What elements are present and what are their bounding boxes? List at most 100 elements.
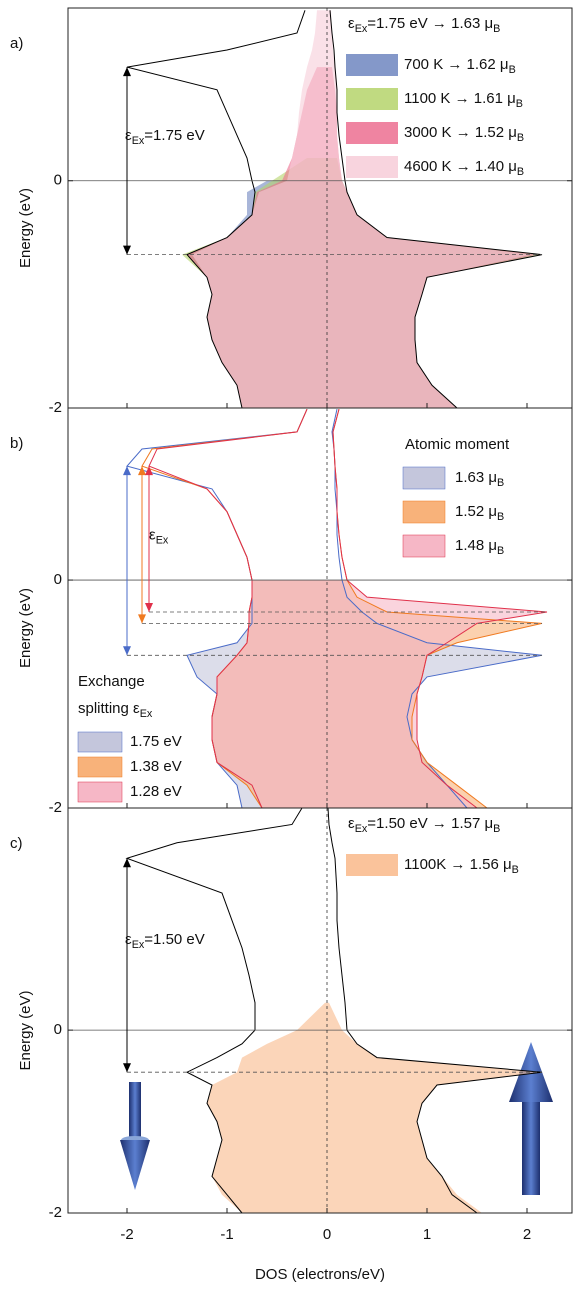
text-part: B — [497, 511, 504, 523]
text-part: 4600 K → 1.40 — [404, 158, 508, 175]
annotation: εEx — [149, 527, 169, 547]
dos-area — [192, 10, 532, 408]
text-part: μ — [484, 15, 493, 32]
text-part: μ — [488, 469, 497, 486]
dos-line — [329, 10, 543, 409]
text-part: 3000 K → 1.52 — [404, 124, 508, 141]
annotation: εEx=1.50 eV — [125, 931, 205, 951]
legend-swatch — [402, 466, 446, 490]
text-part: B — [516, 98, 523, 110]
text-part: Ex — [132, 939, 145, 951]
legend-swatch — [346, 122, 398, 144]
legend-title: εEx=1.50 eV → 1.57 μB — [348, 815, 500, 835]
legend-swatch — [77, 756, 123, 778]
text-part: μ — [503, 856, 512, 873]
text-part: =1.75 eV — [144, 127, 204, 144]
legend-label: 1.38 eV — [130, 758, 182, 775]
x-axis-label: DOS (electrons/eV) — [255, 1266, 385, 1283]
y-axis-label: Energy (eV) — [17, 588, 34, 668]
panel-label: c) — [10, 835, 23, 852]
text-part: μ — [507, 90, 516, 107]
dos-area — [207, 1002, 542, 1213]
legend-title: Atomic moment — [405, 436, 510, 453]
dos-line — [332, 409, 548, 809]
legend-swatch — [346, 156, 398, 178]
spin-down-shaft — [129, 1082, 141, 1137]
text-part: B — [493, 23, 500, 35]
x-tick-label: 0 — [323, 1226, 331, 1243]
text-part: 1.52 — [455, 503, 488, 520]
text-part: =1.50 eV — [144, 931, 204, 948]
dos-line — [125, 807, 303, 1214]
dos-area — [212, 580, 547, 808]
legend-label: 1.75 eV — [130, 733, 182, 750]
panel-label: b) — [10, 435, 23, 452]
text-part: ε — [133, 700, 140, 717]
legend-swatch — [402, 534, 446, 558]
text-part: 1.48 — [455, 537, 488, 554]
arrow-head — [123, 245, 131, 255]
y-axis-label: Energy (eV) — [17, 990, 34, 1070]
legend-swatch — [77, 781, 123, 803]
arrow-head — [138, 614, 146, 624]
text-part: ε — [125, 127, 132, 144]
text-part: B — [497, 477, 504, 489]
y-tick-label: 0 — [54, 172, 62, 189]
arrow-head — [138, 466, 146, 476]
arrow-head — [123, 646, 131, 656]
legend-label: 4600 K → 1.40 μB — [404, 158, 524, 178]
text-part: Ex — [355, 823, 368, 835]
legend-title: Exchange splitting εEx — [78, 668, 198, 728]
legend-label: 1.28 eV — [130, 783, 182, 800]
text-part: 700 K → 1.62 — [404, 56, 500, 73]
text-part: B — [497, 545, 504, 557]
legend-label: 1.48 μB — [455, 537, 504, 557]
arrow-head — [145, 466, 153, 476]
text-part: =1.75 eV → 1.63 — [367, 15, 484, 32]
text-part: μ — [488, 537, 497, 554]
text-part: ε — [348, 815, 355, 832]
legend-label: 700 K → 1.62 μB — [404, 56, 516, 76]
text-part: B — [517, 166, 524, 178]
text-part: μ — [508, 124, 517, 141]
x-tick-label: 1 — [423, 1226, 431, 1243]
text-part: Ex — [139, 708, 153, 720]
dos-line — [327, 807, 543, 1214]
text-part: μ — [488, 503, 497, 520]
text-part: 1.63 — [455, 469, 488, 486]
legend-swatch — [346, 54, 398, 76]
legend-swatch — [77, 731, 123, 753]
y-tick-label: -2 — [49, 799, 62, 816]
text-part: ε — [149, 527, 156, 544]
arrow-head — [123, 466, 131, 476]
dos-line — [126, 10, 306, 409]
legend-label: 3000 K → 1.52 μB — [404, 124, 524, 144]
spin-up-shaft — [522, 1100, 540, 1195]
legend-label: 1100 K → 1.61 μB — [404, 90, 523, 110]
x-tick-label: 2 — [523, 1226, 531, 1243]
spin-down-head — [120, 1140, 150, 1190]
text-part: μ — [484, 815, 493, 832]
text-part: 1100K → 1.56 — [404, 856, 503, 873]
y-axis-label: Energy (eV) — [17, 188, 34, 268]
arrow-head — [145, 602, 153, 612]
text-part: 1100 K → 1.61 — [404, 90, 507, 107]
text-part: Exchange splitting — [78, 673, 145, 717]
legend-label: 1100K → 1.56 μB — [404, 856, 519, 876]
annotation: εEx=1.75 eV — [125, 127, 205, 147]
legend-label: 1.63 μB — [455, 469, 504, 489]
legend-swatch — [346, 88, 398, 110]
text-part: ε — [348, 15, 355, 32]
y-tick-label: -2 — [49, 1204, 62, 1221]
legend-swatch — [346, 854, 398, 876]
legend-label: 1.52 μB — [455, 503, 504, 523]
text-part: B — [493, 823, 500, 835]
text-part: B — [512, 864, 519, 876]
text-part: Ex — [156, 535, 169, 547]
y-tick-label: 0 — [54, 571, 62, 588]
y-tick-label: 0 — [54, 1021, 62, 1038]
arrow-head — [123, 858, 131, 868]
legend-title: εEx=1.75 eV → 1.63 μB — [348, 15, 500, 35]
